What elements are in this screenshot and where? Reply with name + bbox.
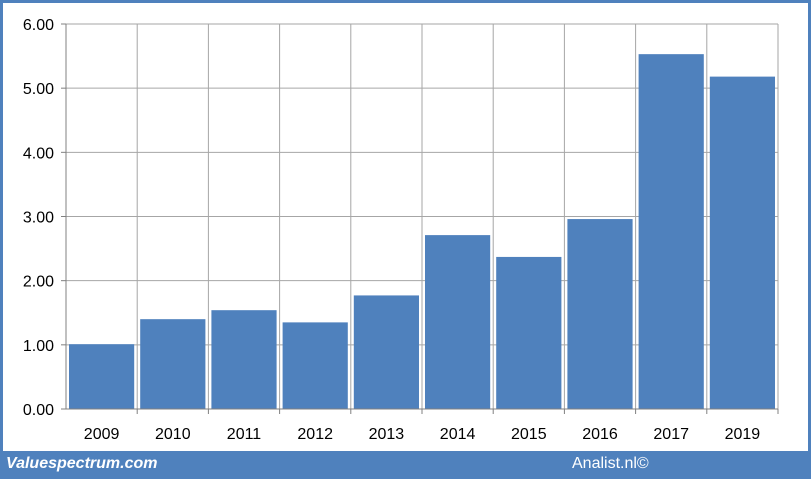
y-tick-label-3: 3.00 xyxy=(23,210,54,227)
bar-2011 xyxy=(211,310,277,409)
x-tick-label-2014: 2014 xyxy=(440,426,476,443)
bar-2009 xyxy=(69,344,135,409)
axes xyxy=(61,23,779,414)
footer-source-right: Analist.nl© xyxy=(572,455,649,472)
bar-chart: 0.00 1.00 2.00 3.00 4.00 5.00 6.00 2009 2010 2011… xyxy=(3,3,808,451)
footer-source-left: Valuespectrum.com xyxy=(6,455,158,472)
bar-2019 xyxy=(709,76,775,409)
y-tick-label-6: 6.00 xyxy=(23,17,54,34)
tick-labels: 0.00 1.00 2.00 3.00 4.00 5.00 6.00 2009 2010 2011… xyxy=(23,17,760,443)
y-tick-label-5: 5.00 xyxy=(23,81,54,98)
grid-lines xyxy=(66,23,779,409)
bar-2010 xyxy=(140,319,206,409)
y-tick-label-0: 0.00 xyxy=(23,402,54,419)
x-tick-label-2017: 2017 xyxy=(653,426,689,443)
y-tick-label-2: 2.00 xyxy=(23,274,54,291)
y-tick-label-1: 1.00 xyxy=(23,338,54,355)
x-tick-label-2016: 2016 xyxy=(582,426,618,443)
y-tick-label-4: 4.00 xyxy=(23,145,54,162)
x-tick-label-2015: 2015 xyxy=(511,426,547,443)
bar-2015 xyxy=(496,256,562,409)
bar-2017 xyxy=(638,54,704,410)
bar-2016 xyxy=(567,219,633,409)
x-tick-label-2009: 2009 xyxy=(84,426,120,443)
bar-2014 xyxy=(425,235,491,409)
x-tick-label-2019: 2019 xyxy=(725,426,761,443)
bar-2012 xyxy=(282,322,348,409)
x-tick-label-2012: 2012 xyxy=(297,426,333,443)
x-tick-label-2010: 2010 xyxy=(155,426,191,443)
x-tick-label-2011: 2011 xyxy=(227,426,262,443)
x-tick-label-2013: 2013 xyxy=(369,426,405,443)
bar-2013 xyxy=(353,295,419,409)
bars xyxy=(69,54,775,410)
